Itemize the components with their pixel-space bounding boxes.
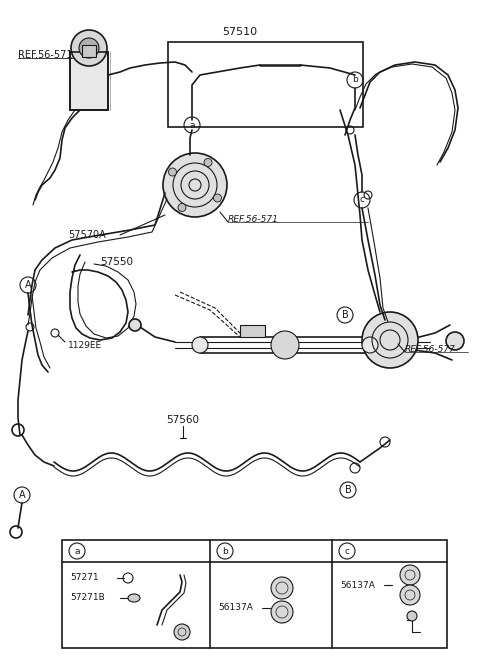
Text: b: b: [352, 75, 358, 85]
Text: REF.56-577: REF.56-577: [405, 346, 456, 354]
Circle shape: [271, 577, 293, 599]
Bar: [240, 325, 265, 337]
Circle shape: [178, 203, 186, 211]
Text: A: A: [19, 490, 25, 500]
Circle shape: [163, 153, 227, 217]
Bar: [62, 540, 447, 648]
Text: 57271B: 57271B: [70, 594, 105, 602]
Text: c: c: [345, 546, 349, 556]
Circle shape: [129, 319, 141, 331]
Text: 56137A: 56137A: [340, 581, 375, 590]
Text: 1129EE: 1129EE: [68, 340, 102, 350]
Text: 57560: 57560: [167, 415, 200, 425]
Circle shape: [214, 194, 221, 202]
Circle shape: [400, 585, 420, 605]
Circle shape: [446, 332, 464, 350]
Bar: [82, 45, 96, 57]
Text: A: A: [24, 280, 31, 290]
Text: 57570A: 57570A: [68, 230, 106, 240]
Bar: [70, 52, 108, 110]
Text: 57271: 57271: [70, 573, 98, 583]
Ellipse shape: [128, 594, 140, 602]
Text: 57550: 57550: [100, 257, 133, 267]
Circle shape: [271, 601, 293, 623]
Text: c: c: [360, 195, 364, 205]
Text: REF.56-571: REF.56-571: [18, 50, 72, 60]
Bar: [168, 42, 363, 127]
Circle shape: [271, 331, 299, 359]
Circle shape: [362, 337, 378, 353]
Circle shape: [204, 159, 212, 167]
Circle shape: [79, 38, 99, 58]
Text: B: B: [345, 485, 351, 495]
Circle shape: [400, 565, 420, 585]
Circle shape: [168, 168, 177, 176]
Circle shape: [362, 312, 418, 368]
Circle shape: [174, 624, 190, 640]
Text: a: a: [74, 546, 80, 556]
Text: B: B: [342, 310, 348, 320]
Text: a: a: [189, 121, 195, 129]
Text: b: b: [222, 546, 228, 556]
Text: REF.56-571: REF.56-571: [228, 216, 279, 224]
Text: 56137A: 56137A: [218, 604, 253, 613]
Circle shape: [407, 611, 417, 621]
Circle shape: [192, 337, 208, 353]
Text: 57510: 57510: [222, 27, 258, 37]
Bar: [70, 52, 108, 110]
Circle shape: [71, 30, 107, 66]
